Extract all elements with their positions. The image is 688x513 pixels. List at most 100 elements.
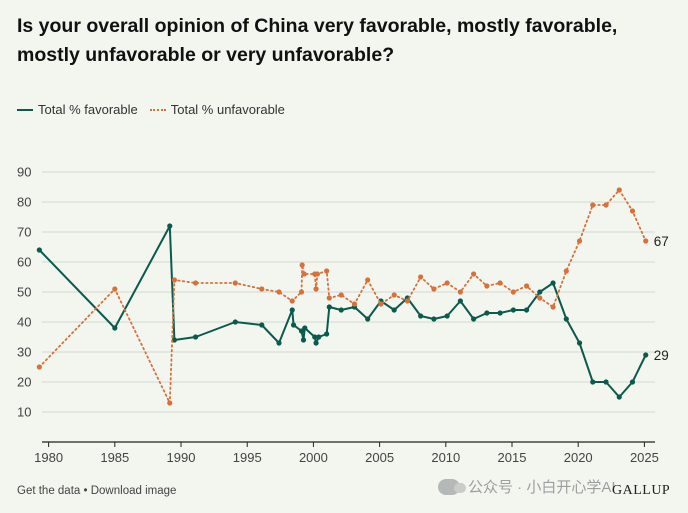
- legend-swatch-favorable: [17, 108, 33, 111]
- legend-item-unfavorable: Total % unfavorable: [149, 102, 285, 117]
- data-point-favorable: [643, 352, 649, 358]
- data-point-unfavorable: [338, 292, 344, 298]
- legend-label-unfavorable: Total % unfavorable: [170, 102, 285, 117]
- data-point-favorable: [576, 340, 583, 346]
- y-tick-label: 30: [17, 345, 31, 360]
- data-point-unfavorable: [365, 277, 371, 283]
- y-tick-label: 70: [17, 225, 31, 240]
- data-point-favorable: [289, 307, 295, 313]
- data-point-favorable: [537, 289, 543, 295]
- data-point-favorable: [232, 319, 238, 325]
- data-point-favorable: [603, 379, 609, 385]
- data-point-unfavorable: [616, 187, 622, 193]
- x-tick-label: 2025: [630, 450, 659, 465]
- data-point-unfavorable: [378, 301, 384, 307]
- data-point-unfavorable: [299, 262, 305, 268]
- data-point-favorable: [324, 331, 330, 337]
- x-tick-label: 2015: [498, 450, 527, 465]
- data-point-unfavorable: [523, 283, 530, 289]
- x-tick-label: 1995: [233, 450, 262, 465]
- data-point-favorable: [112, 325, 118, 331]
- data-point-unfavorable: [232, 280, 238, 286]
- data-point-unfavorable: [167, 400, 173, 406]
- legend-swatch-unfavorable: [149, 108, 166, 111]
- data-point-favorable: [259, 322, 265, 328]
- data-point-favorable: [290, 322, 297, 328]
- data-point-unfavorable: [112, 286, 118, 292]
- data-point-favorable: [276, 340, 282, 346]
- download-image-link[interactable]: Download image: [90, 485, 177, 497]
- data-point-favorable: [171, 337, 177, 343]
- data-point-unfavorable: [457, 289, 463, 295]
- end-label-favorable: 29: [654, 348, 669, 363]
- data-point-unfavorable: [351, 301, 358, 307]
- x-tick-label: 2000: [299, 450, 328, 465]
- data-point-unfavorable: [192, 280, 199, 286]
- x-tick-label: 1985: [100, 450, 129, 465]
- data-point-unfavorable: [576, 238, 583, 244]
- data-point-favorable: [590, 379, 596, 385]
- data-point-unfavorable: [171, 277, 177, 283]
- data-point-unfavorable: [603, 202, 609, 208]
- data-point-favorable: [313, 340, 319, 346]
- chart-legend: Total % favorable Total % unfavorable: [17, 102, 297, 117]
- watermark-text: 公众号 · 小白开心学AI: [468, 479, 616, 496]
- y-tick-label: 10: [17, 405, 31, 420]
- series-line-favorable: [38, 225, 647, 398]
- data-point-unfavorable: [324, 268, 330, 274]
- data-point-unfavorable: [276, 289, 282, 295]
- data-point-favorable: [444, 313, 450, 319]
- x-tick-label: 2010: [431, 450, 460, 465]
- data-point-favorable: [36, 247, 42, 253]
- data-point-unfavorable: [431, 286, 437, 292]
- data-point-favorable: [563, 316, 569, 322]
- data-point-favorable: [616, 394, 622, 400]
- data-point-favorable: [431, 316, 437, 322]
- footer-links: Get the data • Download image: [17, 485, 176, 497]
- data-point-favorable: [457, 298, 463, 304]
- data-point-unfavorable: [298, 289, 305, 295]
- data-point-favorable: [365, 316, 371, 322]
- legend-item-favorable: Total % favorable: [17, 102, 138, 117]
- y-tick-label: 20: [17, 375, 31, 390]
- data-point-favorable: [391, 307, 397, 313]
- data-point-unfavorable: [314, 271, 320, 277]
- data-point-favorable: [298, 328, 305, 334]
- data-point-unfavorable: [326, 295, 332, 301]
- data-point-unfavorable: [471, 271, 477, 277]
- data-point-unfavorable: [563, 268, 569, 274]
- x-tick-label: 1980: [34, 450, 63, 465]
- data-point-favorable: [300, 337, 307, 343]
- data-point-favorable: [316, 334, 322, 340]
- data-point-unfavorable: [444, 280, 450, 286]
- x-tick-label: 1990: [167, 450, 196, 465]
- data-point-favorable: [510, 307, 516, 313]
- y-tick-label: 40: [17, 315, 31, 330]
- data-point-unfavorable: [497, 280, 503, 286]
- data-point-unfavorable: [629, 208, 636, 214]
- wechat-icon: [438, 478, 466, 495]
- get-data-link[interactable]: Get the data: [17, 485, 81, 497]
- data-point-favorable: [484, 310, 490, 316]
- footer-separator: •: [83, 485, 88, 497]
- data-point-favorable: [629, 379, 636, 385]
- data-point-favorable: [418, 313, 424, 319]
- data-point-unfavorable: [550, 304, 556, 310]
- data-point-unfavorable: [404, 298, 411, 304]
- data-point-favorable: [192, 334, 199, 340]
- data-point-favorable: [167, 223, 173, 229]
- data-point-unfavorable: [484, 283, 490, 289]
- data-point-unfavorable: [259, 286, 265, 292]
- gallup-logo: GALLUP: [612, 483, 671, 498]
- data-point-favorable: [497, 310, 503, 316]
- y-tick-label: 80: [17, 195, 31, 210]
- data-point-unfavorable: [510, 289, 516, 295]
- chart-title: Is your overall opinion of China very fa…: [17, 15, 618, 66]
- watermark: 公众号 · 小白开心学AI: [438, 476, 616, 497]
- data-point-favorable: [312, 334, 318, 340]
- y-tick-label: 60: [17, 255, 31, 270]
- data-point-unfavorable: [590, 202, 596, 208]
- data-point-unfavorable: [301, 271, 307, 277]
- data-point-unfavorable: [313, 286, 319, 292]
